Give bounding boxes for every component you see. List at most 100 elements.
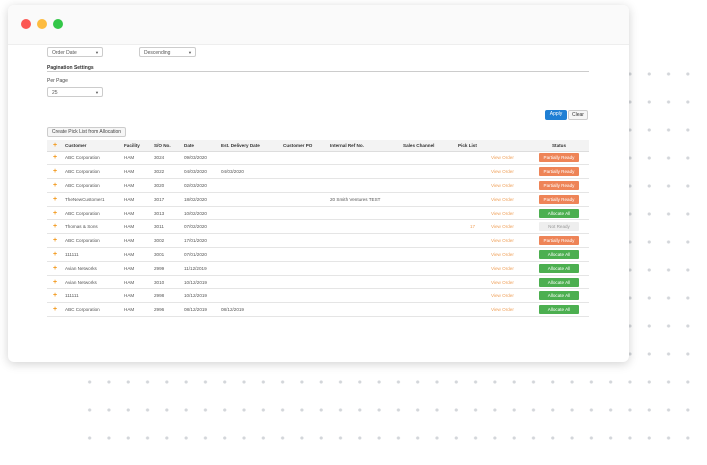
cell-pick-list[interactable] (456, 151, 489, 166)
expand-all-plus-icon[interactable]: + (47, 140, 63, 152)
cell-facility: HAM (122, 151, 152, 166)
cell-customer-po (281, 261, 328, 276)
cell-pick-list[interactable] (456, 164, 489, 180)
header-so-no[interactable]: S/O No. (152, 140, 182, 152)
maximize-window-button[interactable] (53, 19, 63, 29)
cell-internal-ref (328, 164, 401, 180)
status-button[interactable]: Partially Ready (539, 167, 579, 177)
cell-status: Allocate All (529, 247, 589, 262)
cell-pick-list[interactable] (456, 288, 489, 304)
per-page-label: Per Page (47, 78, 68, 84)
cell-est-delivery (219, 206, 281, 221)
status-button[interactable]: Allocate All (539, 305, 579, 315)
expand-row-plus-icon[interactable]: + (47, 288, 63, 304)
cell-est-delivery (219, 247, 281, 262)
expand-row-plus-icon[interactable]: + (47, 233, 63, 249)
status-button[interactable]: Allocate All (539, 263, 579, 273)
expand-row-plus-icon[interactable]: + (47, 178, 63, 193)
cell-customer: ABC Corporation (63, 164, 122, 180)
table-row: + ABC Corporation HAM 3022 04/03/2020 04… (47, 164, 589, 180)
expand-row-plus-icon[interactable]: + (47, 302, 63, 318)
expand-row-plus-icon[interactable]: + (47, 206, 63, 221)
view-order-link[interactable]: View Order (489, 288, 529, 304)
view-order-link[interactable]: View Order (489, 233, 529, 249)
status-button[interactable]: Partially Ready (539, 180, 579, 190)
header-customer-po[interactable]: Customer PO (281, 140, 328, 152)
cell-est-delivery (219, 219, 281, 235)
cell-so-no: 3010 (152, 275, 182, 290)
cell-internal-ref (328, 206, 401, 221)
expand-row-plus-icon[interactable]: + (47, 219, 63, 235)
order-direction-select[interactable]: Descending ▼ (139, 47, 196, 57)
cell-date: 10/12/2019 (182, 288, 219, 304)
cell-sales-channel (401, 302, 456, 318)
cell-so-no: 3013 (152, 206, 182, 221)
cell-so-no: 3024 (152, 151, 182, 166)
status-button[interactable]: Partially Ready (539, 194, 579, 204)
cell-so-no: 3002 (152, 233, 182, 249)
table-row: + ABC Corporation HAM 3013 10/02/2020 Vi… (47, 206, 589, 221)
status-button[interactable]: Not Ready (539, 222, 579, 232)
header-status[interactable]: Status (529, 140, 589, 152)
close-window-button[interactable] (21, 19, 31, 29)
view-order-link[interactable]: View Order (489, 302, 529, 318)
status-button[interactable]: Partially Ready (539, 236, 579, 246)
view-order-link[interactable]: View Order (489, 192, 529, 207)
header-date[interactable]: Date (182, 140, 219, 152)
cell-so-no: 3001 (152, 247, 182, 262)
cell-date: 07/01/2020 (182, 247, 219, 262)
header-customer[interactable]: Customer (63, 140, 122, 152)
apply-button[interactable]: Apply (545, 110, 567, 120)
expand-row-plus-icon[interactable]: + (47, 164, 63, 180)
clear-button[interactable]: Clear (568, 110, 588, 120)
view-order-link[interactable]: View Order (489, 275, 529, 290)
header-est-delivery-date[interactable]: Est. Delivery Date (219, 140, 281, 152)
expand-row-plus-icon[interactable]: + (47, 151, 63, 166)
view-order-link[interactable]: View Order (489, 178, 529, 193)
view-order-link[interactable]: View Order (489, 219, 529, 235)
cell-pick-list[interactable] (456, 261, 489, 276)
cell-facility: HAM (122, 302, 152, 318)
header-pick-list[interactable]: Pick List (456, 140, 489, 152)
expand-row-plus-icon[interactable]: + (47, 275, 63, 290)
cell-customer: Thomas & Sons (63, 219, 122, 235)
status-button[interactable]: Allocate All (539, 277, 579, 287)
expand-row-plus-icon[interactable]: + (47, 192, 63, 207)
create-pick-list-button[interactable]: Create Pick List from Allocation (47, 127, 126, 137)
per-page-select[interactable]: 25 ▼ (47, 87, 103, 97)
header-facility[interactable]: Facility (122, 140, 152, 152)
order-by-select[interactable]: Order Date ▼ (47, 47, 103, 57)
cell-pick-list[interactable] (456, 247, 489, 262)
view-order-link[interactable]: View Order (489, 164, 529, 180)
cell-customer-po (281, 233, 328, 249)
cell-pick-list[interactable] (456, 233, 489, 249)
view-order-link[interactable]: View Order (489, 247, 529, 262)
cell-est-delivery (219, 233, 281, 249)
cell-pick-list[interactable]: 17 (456, 219, 489, 235)
header-sales-channel[interactable]: Sales Channel (401, 140, 456, 152)
table-row: + ABC Corporation HAM 2996 08/12/2019 08… (47, 302, 589, 318)
cell-est-delivery (219, 275, 281, 290)
header-internal-ref[interactable]: Internal Ref No. (328, 140, 401, 152)
cell-internal-ref (328, 261, 401, 276)
status-button[interactable]: Allocate All (539, 249, 579, 259)
cell-pick-list[interactable] (456, 206, 489, 221)
cell-so-no: 2998 (152, 288, 182, 304)
minimize-window-button[interactable] (37, 19, 47, 29)
cell-est-delivery: 04/03/2020 (219, 164, 281, 180)
cell-pick-list[interactable] (456, 192, 489, 207)
cell-pick-list[interactable] (456, 178, 489, 193)
view-order-link[interactable]: View Order (489, 206, 529, 221)
cell-pick-list[interactable] (456, 275, 489, 290)
cell-pick-list[interactable] (456, 302, 489, 318)
table-row: + Avian Networks HAM 2999 11/12/2019 Vie… (47, 261, 589, 276)
view-order-link[interactable]: View Order (489, 151, 529, 166)
view-order-link[interactable]: View Order (489, 261, 529, 276)
expand-row-plus-icon[interactable]: + (47, 261, 63, 276)
expand-row-plus-icon[interactable]: + (47, 247, 63, 262)
cell-date: 02/03/2020 (182, 178, 219, 193)
status-button[interactable]: Allocate All (539, 208, 579, 218)
status-button[interactable]: Partially Ready (539, 153, 579, 163)
status-button[interactable]: Allocate All (539, 291, 579, 301)
cell-customer-po (281, 247, 328, 262)
